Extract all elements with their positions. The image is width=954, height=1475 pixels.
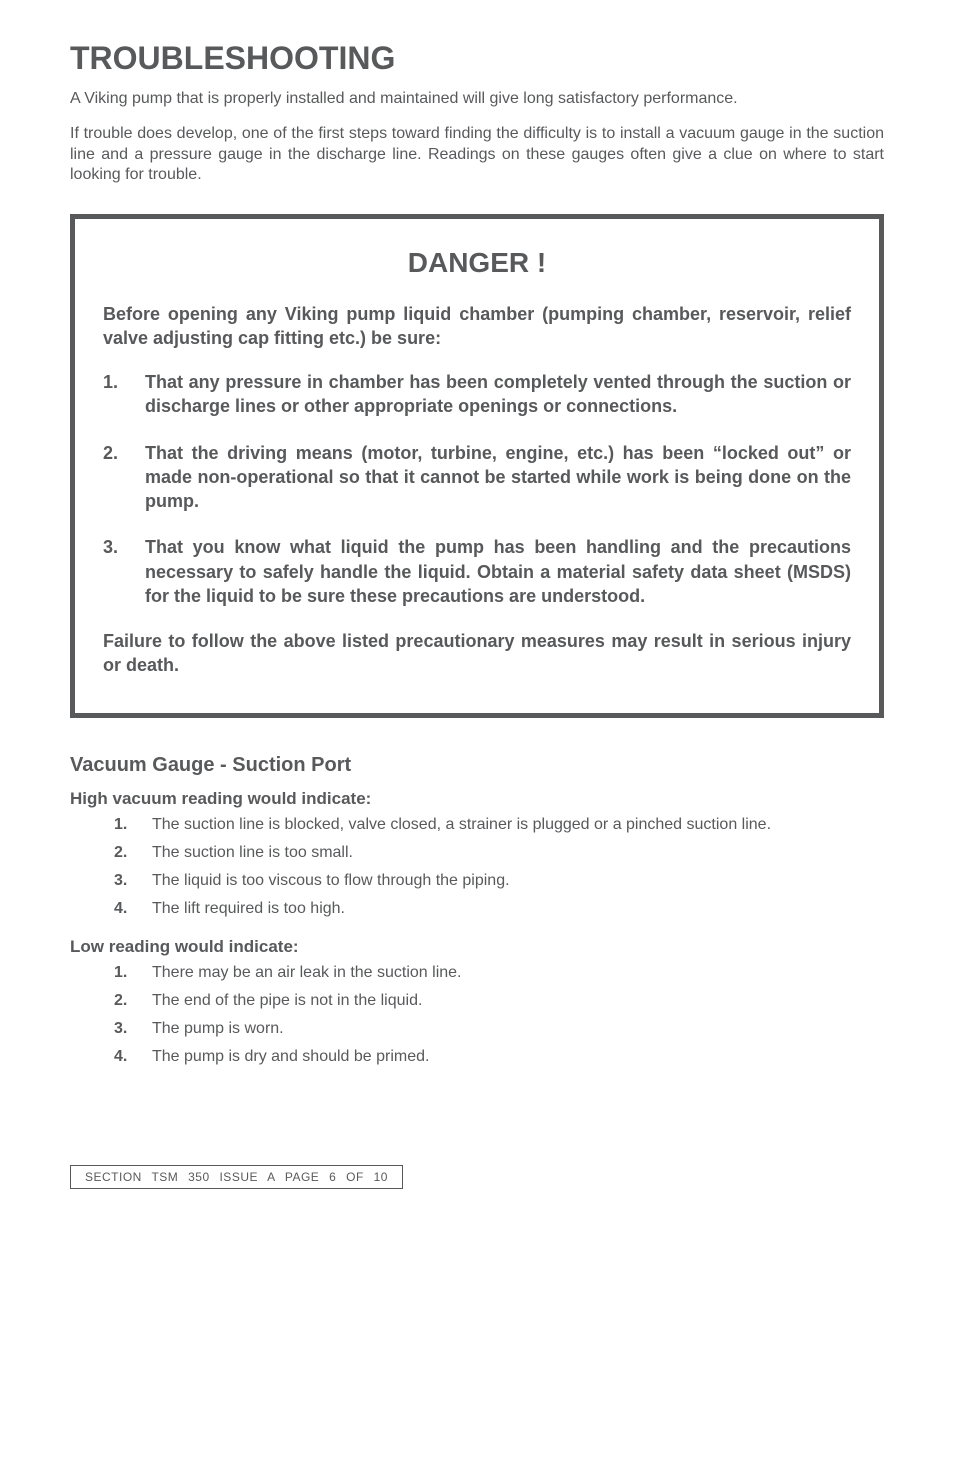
list-item: 4. The pump is dry and should be primed. bbox=[114, 1047, 884, 1067]
list-item-number: 3. bbox=[114, 871, 152, 891]
list-item-number: 1. bbox=[114, 963, 152, 983]
danger-item: 1. That any pressure in chamber has been… bbox=[103, 370, 851, 419]
danger-list: 1. That any pressure in chamber has been… bbox=[103, 370, 851, 608]
list-item: 4. The lift required is too high. bbox=[114, 899, 884, 919]
danger-title: DANGER ! bbox=[103, 247, 851, 279]
danger-item-text: That the driving means (motor, turbine, … bbox=[145, 441, 851, 514]
danger-intro: Before opening any Viking pump liquid ch… bbox=[103, 303, 851, 350]
list-item-text: The lift required is too high. bbox=[152, 899, 884, 919]
list-item: 1. The suction line is blocked, valve cl… bbox=[114, 815, 884, 835]
list-item-text: The end of the pipe is not in the liquid… bbox=[152, 991, 884, 1011]
list-item: 3. The pump is worn. bbox=[114, 1019, 884, 1039]
list-item-number: 3. bbox=[114, 1019, 152, 1039]
list-item: 2. The end of the pipe is not in the liq… bbox=[114, 991, 884, 1011]
list-item-number: 2. bbox=[114, 843, 152, 863]
danger-item-number: 1. bbox=[103, 370, 145, 419]
danger-footer: Failure to follow the above listed preca… bbox=[103, 630, 851, 677]
danger-item: 3. That you know what liquid the pump ha… bbox=[103, 535, 851, 608]
page-footer-info: SECTION TSM 350 ISSUE A PAGE 6 OF 10 bbox=[70, 1165, 403, 1189]
danger-callout: DANGER ! Before opening any Viking pump … bbox=[70, 214, 884, 718]
list-item-text: The liquid is too viscous to flow throug… bbox=[152, 871, 884, 891]
danger-item-text: That you know what liquid the pump has b… bbox=[145, 535, 851, 608]
low-reading-list: 1. There may be an air leak in the sucti… bbox=[114, 963, 884, 1067]
danger-item-number: 2. bbox=[103, 441, 145, 514]
high-vacuum-list: 1. The suction line is blocked, valve cl… bbox=[114, 815, 884, 919]
danger-item-number: 3. bbox=[103, 535, 145, 608]
list-item-text: The suction line is too small. bbox=[152, 843, 884, 863]
low-reading-heading: Low reading would indicate: bbox=[70, 937, 884, 957]
danger-item: 2. That the driving means (motor, turbin… bbox=[103, 441, 851, 514]
list-item-text: The suction line is blocked, valve close… bbox=[152, 815, 884, 835]
list-item-number: 2. bbox=[114, 991, 152, 1011]
danger-item-text: That any pressure in chamber has been co… bbox=[145, 370, 851, 419]
high-vacuum-heading: High vacuum reading would indicate: bbox=[70, 789, 884, 809]
list-item-text: The pump is worn. bbox=[152, 1019, 884, 1039]
list-item-number: 1. bbox=[114, 815, 152, 835]
intro-paragraph-2: If trouble does develop, one of the firs… bbox=[70, 124, 884, 186]
list-item: 1. There may be an air leak in the sucti… bbox=[114, 963, 884, 983]
intro-paragraph-1: A Viking pump that is properly installed… bbox=[70, 89, 884, 110]
list-item: 3. The liquid is too viscous to flow thr… bbox=[114, 871, 884, 891]
list-item-text: The pump is dry and should be primed. bbox=[152, 1047, 884, 1067]
list-item-number: 4. bbox=[114, 899, 152, 919]
page-title: TROUBLESHOOTING bbox=[70, 40, 884, 77]
list-item: 2. The suction line is too small. bbox=[114, 843, 884, 863]
list-item-number: 4. bbox=[114, 1047, 152, 1067]
section-heading: Vacuum Gauge - Suction Port bbox=[70, 754, 884, 777]
list-item-text: There may be an air leak in the suction … bbox=[152, 963, 884, 983]
